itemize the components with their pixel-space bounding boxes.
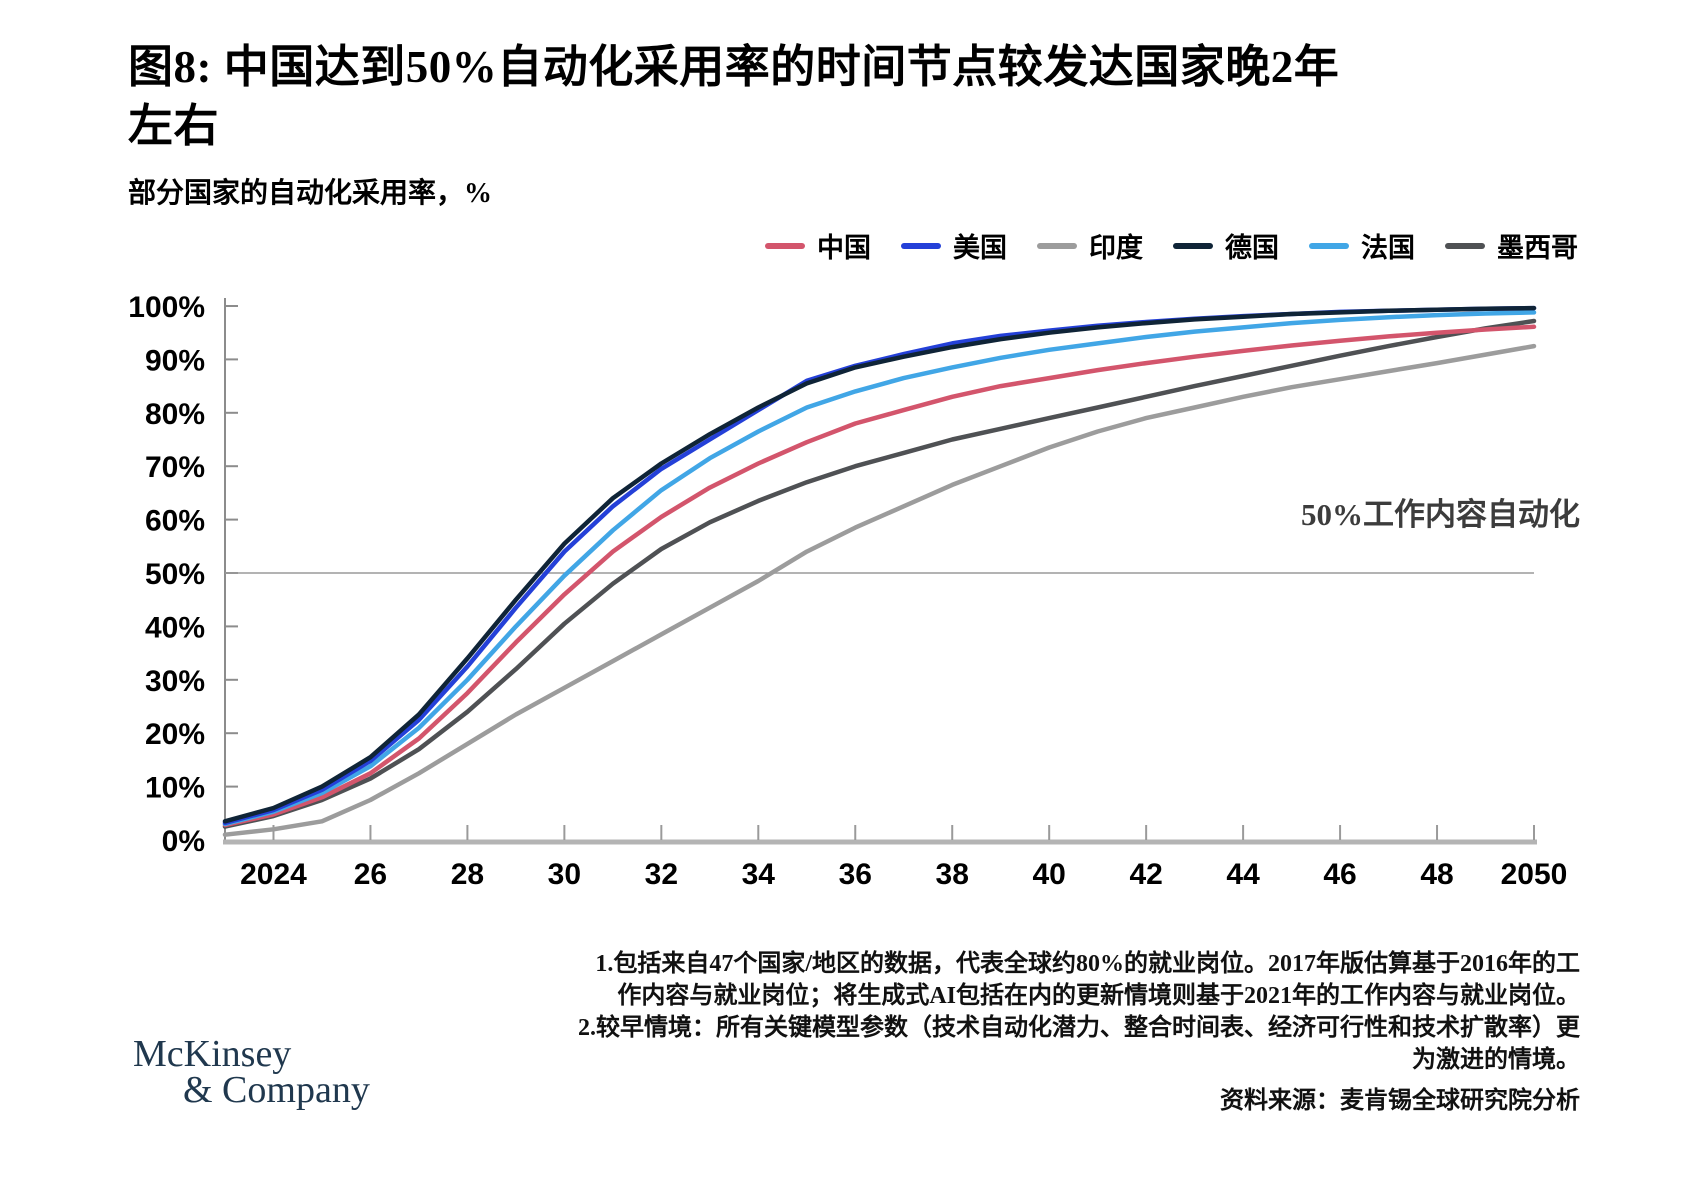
- series-line-india: [222, 343, 1537, 837]
- legend-swatch-france-icon: [1309, 242, 1349, 249]
- y-axis-tick-label: 100%: [128, 291, 205, 324]
- figure-title-line1: 图8: 中国达到50%自动化采用率的时间节点较发达国家晚2年: [128, 42, 1340, 92]
- x-axis-tick-label: 38: [936, 858, 969, 891]
- footnote-line: 2.较早情境：所有关键模型参数（技术自动化潜力、整合时间表、经济可行性和技术扩散…: [578, 1015, 1580, 1041]
- y-axis-tick-label: 80%: [145, 398, 205, 431]
- x-axis-tick-label: 40: [1032, 858, 1065, 891]
- y-axis-tick-label: 20%: [145, 718, 205, 751]
- footnote-line: 作内容与就业岗位；将生成式AI包括在内的更新情境则基于2021年的工作内容与就业…: [617, 983, 1580, 1009]
- legend-swatch-germany-icon: [1173, 242, 1213, 249]
- x-axis-tick-label: 28: [451, 858, 484, 891]
- figure-title-line2: 左右: [128, 100, 220, 151]
- logo-line1: McKinsey: [133, 1033, 292, 1075]
- legend-item-india: 印度: [1037, 226, 1143, 265]
- legend-label-china: 中国: [817, 233, 871, 263]
- y-axis-tick-label: 60%: [145, 505, 205, 538]
- chart-legend: 中国 美国 印度 德国 法国 墨西哥: [765, 226, 1578, 265]
- x-axis-tick-label: 46: [1323, 858, 1356, 891]
- source-note: 资料来源：麦肯锡全球研究院分析: [1220, 1088, 1580, 1114]
- figure-subtitle: 部分国家的自动化采用率，%: [128, 178, 493, 209]
- y-axis-tick-label: 40%: [145, 611, 205, 644]
- legend-label-germany: 德国: [1225, 233, 1279, 263]
- footnote-line: 1.包括来自47个国家/地区的数据，代表全球约80%的就业岗位。2017年版估算…: [595, 951, 1580, 977]
- x-axis-tick-label: 48: [1420, 858, 1453, 891]
- series-line-france: [222, 310, 1537, 827]
- x-axis-tick-label: 42: [1129, 858, 1162, 891]
- legend-item-mexico: 墨西哥: [1445, 226, 1578, 265]
- legend-item-usa: 美国: [901, 226, 1007, 265]
- legend-item-france: 法国: [1309, 226, 1415, 265]
- x-axis-tick-label: 2024: [240, 858, 307, 891]
- x-axis-tick-label: 34: [742, 858, 776, 891]
- y-axis-tick-label: 70%: [145, 451, 205, 484]
- series-line-germany: [222, 305, 1537, 824]
- legend-swatch-mexico-icon: [1445, 242, 1485, 249]
- footnotes: 1.包括来自47个国家/地区的数据，代表全球约80%的就业岗位。2017年版估算…: [450, 948, 1580, 1076]
- legend-swatch-usa-icon: [901, 242, 941, 249]
- x-axis-tick-label: 44: [1226, 858, 1260, 891]
- logo-line2: & Company: [183, 1069, 370, 1111]
- legend-item-china: 中国: [765, 226, 871, 265]
- legend-swatch-india-icon: [1037, 242, 1077, 249]
- threshold-50-label: 50%工作内容自动化: [1301, 497, 1580, 532]
- y-axis-tick-label: 30%: [145, 665, 205, 698]
- x-axis-tick-label: 32: [645, 858, 678, 891]
- footnote-line: 为激进的情境。: [1412, 1047, 1580, 1073]
- x-axis-tick-label: 2050: [1501, 858, 1568, 891]
- legend-label-india: 印度: [1089, 233, 1143, 263]
- x-axis-tick-label: 36: [839, 858, 872, 891]
- legend-swatch-china-icon: [765, 242, 805, 249]
- legend-item-germany: 德国: [1173, 226, 1279, 265]
- x-axis-tick-label: 26: [354, 858, 387, 891]
- series-line-mexico: [222, 318, 1537, 829]
- y-axis-tick-label: 50%: [145, 558, 205, 591]
- series-line-china: [222, 324, 1537, 828]
- y-axis-tick-label: 10%: [145, 772, 205, 805]
- mckinsey-logo: McKinsey & Company: [133, 1033, 370, 1111]
- title-block: 图8: 中国达到50%自动化采用率的时间节点较发达国家晚2年 左右 部分国家的自…: [128, 38, 1468, 211]
- y-axis-tick-label: 90%: [145, 344, 205, 377]
- figure-title: 图8: 中国达到50%自动化采用率的时间节点较发达国家晚2年 左右: [128, 38, 1468, 155]
- legend-label-mexico: 墨西哥: [1497, 233, 1578, 263]
- y-axis-tick-label: 0%: [162, 825, 205, 858]
- legend-label-usa: 美国: [953, 233, 1007, 263]
- x-axis-tick-label: 30: [548, 858, 581, 891]
- legend-label-france: 法国: [1361, 233, 1415, 263]
